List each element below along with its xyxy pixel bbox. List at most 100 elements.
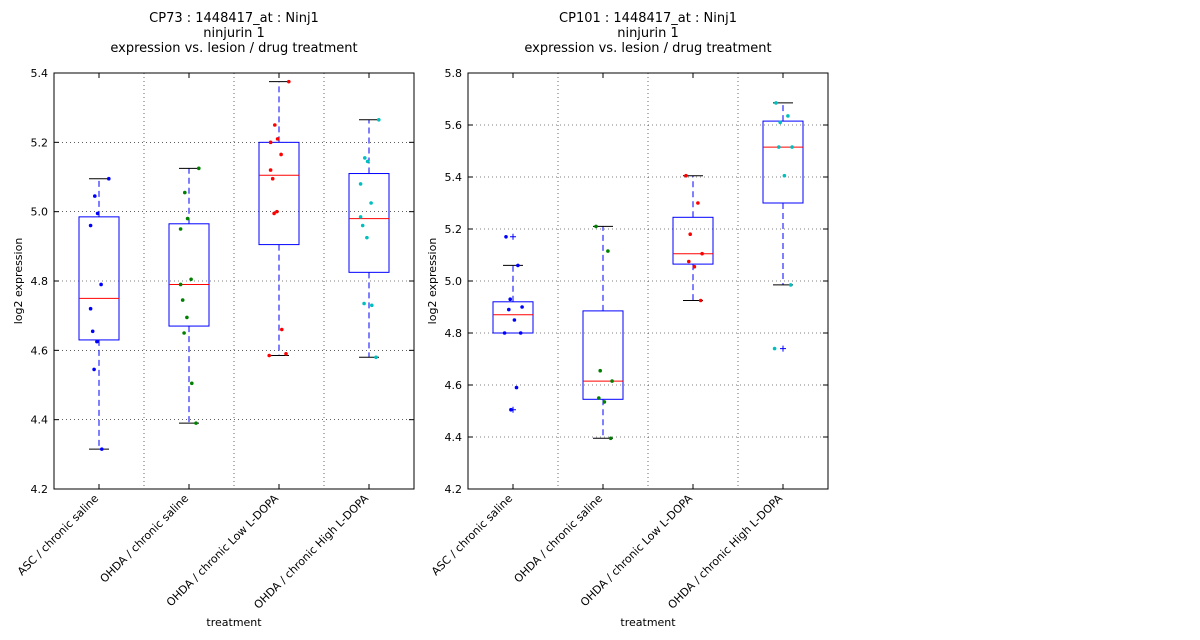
x-axis-label: treatment: [620, 616, 676, 629]
data-point: [267, 353, 272, 358]
data-point: [606, 249, 610, 253]
data-point: [178, 282, 183, 287]
data-point: [107, 176, 111, 181]
data-point: [189, 277, 193, 282]
y-tick-label: 5.6: [445, 119, 463, 132]
data-point: [280, 327, 284, 332]
x-category-label: OHDA / chronic saline: [98, 492, 192, 586]
box: [168, 223, 210, 327]
chart-1-title-line-3: expression vs. lesion / drug treatment: [110, 41, 358, 56]
data-point: [180, 298, 185, 302]
data-point: [507, 307, 511, 312]
outlier-marker: [510, 233, 516, 240]
data-point: [185, 315, 189, 320]
data-point: [786, 114, 790, 118]
data-point: [512, 318, 517, 322]
y-axis-label: log2 expression: [12, 238, 25, 325]
chart-2-title-line-1: CP101 : 1448417_at : Ninj1: [559, 11, 737, 26]
data-point: [178, 227, 183, 231]
chart-2-title: CP101 : 1448417_at : Ninj1 ninjurin 1 ex…: [468, 11, 828, 56]
data-point: [182, 331, 186, 335]
y-tick-label: 4.6: [31, 344, 49, 357]
data-point: [358, 182, 363, 186]
data-point: [185, 216, 190, 221]
data-point: [684, 173, 688, 178]
y-tick-label: 5.4: [31, 67, 49, 80]
data-point: [275, 209, 279, 214]
y-tick-label: 5.0: [31, 206, 49, 219]
data-point: [374, 355, 378, 360]
y-tick-label: 4.2: [445, 483, 463, 496]
data-point: [273, 123, 277, 127]
data-point: [790, 145, 794, 149]
data-point: [778, 120, 782, 125]
chart-1-title: CP73 : 1448417_at : Ninj1 ninjurin 1 exp…: [54, 11, 414, 56]
data-point: [270, 176, 275, 181]
data-point: [268, 168, 273, 172]
data-point: [502, 331, 507, 335]
chart-2-title-line-3: expression vs. lesion / drug treatment: [524, 41, 772, 56]
data-point: [700, 251, 704, 256]
plot-frame: [467, 72, 829, 490]
data-point: [504, 235, 508, 239]
data-point: [788, 283, 793, 287]
data-point: [518, 331, 523, 335]
data-point: [95, 211, 100, 216]
data-point: [88, 306, 93, 311]
data-point: [90, 329, 95, 334]
data-point: [363, 156, 367, 160]
data-point: [608, 436, 613, 441]
data-point: [183, 190, 187, 195]
y-tick-label: 4.6: [445, 379, 463, 392]
data-point: [692, 264, 697, 269]
y-tick-label: 5.8: [445, 67, 463, 80]
plot-frame: [53, 72, 415, 490]
chart-1: 4.2 4.4 4.6 4.8 5.0 5.2 5.4 ASC / chronic salin…: [12, 67, 415, 629]
data-point: [514, 385, 519, 390]
chart-1-title-line-2: ninjurin 1: [203, 26, 265, 41]
y-axis-label: log2 expression: [426, 238, 439, 325]
data-point: [509, 407, 513, 412]
box: [582, 310, 624, 400]
data-point: [687, 259, 691, 264]
data-point: [197, 166, 201, 171]
data-point: [508, 297, 512, 302]
box: [78, 216, 120, 341]
data-point: [275, 137, 280, 141]
data-point: [99, 282, 103, 287]
data-point: [284, 352, 288, 356]
data-point: [360, 223, 365, 228]
y-tick-label: 4.4: [445, 431, 463, 444]
box: [762, 120, 804, 204]
data-point: [520, 305, 524, 309]
data-point: [597, 396, 601, 400]
data-point: [782, 173, 787, 178]
chart-1-title-line-1: CP73 : 1448417_at : Ninj1: [149, 11, 319, 26]
data-point: [610, 379, 614, 383]
data-point: [777, 145, 781, 149]
chart-2: 4.2 4.4 4.6 4.8 5.0 5.2 5.4 5.6 5.8 ASC / chronic…: [426, 67, 829, 629]
data-point: [100, 447, 104, 451]
box: [672, 216, 714, 265]
x-axis-label: treatment: [206, 616, 262, 629]
data-point: [377, 118, 381, 122]
data-point: [362, 301, 366, 306]
data-point: [268, 140, 273, 145]
box: [348, 173, 390, 273]
data-point: [594, 224, 598, 229]
y-tick-label: 5.4: [445, 171, 463, 184]
data-point: [279, 152, 283, 157]
y-tick-label: 5.2: [31, 136, 49, 149]
y-tick-label: 5.0: [445, 275, 463, 288]
data-point: [190, 381, 194, 386]
data-point: [93, 194, 97, 198]
y-tick-label: 4.8: [445, 327, 463, 340]
data-point: [365, 235, 369, 240]
data-point: [95, 339, 99, 344]
x-category-label: ASC / chronic saline: [429, 492, 515, 578]
box: [492, 301, 534, 334]
box: [258, 141, 300, 246]
y-tick-label: 4.4: [31, 414, 49, 427]
y-tick-label: 5.2: [445, 223, 463, 236]
